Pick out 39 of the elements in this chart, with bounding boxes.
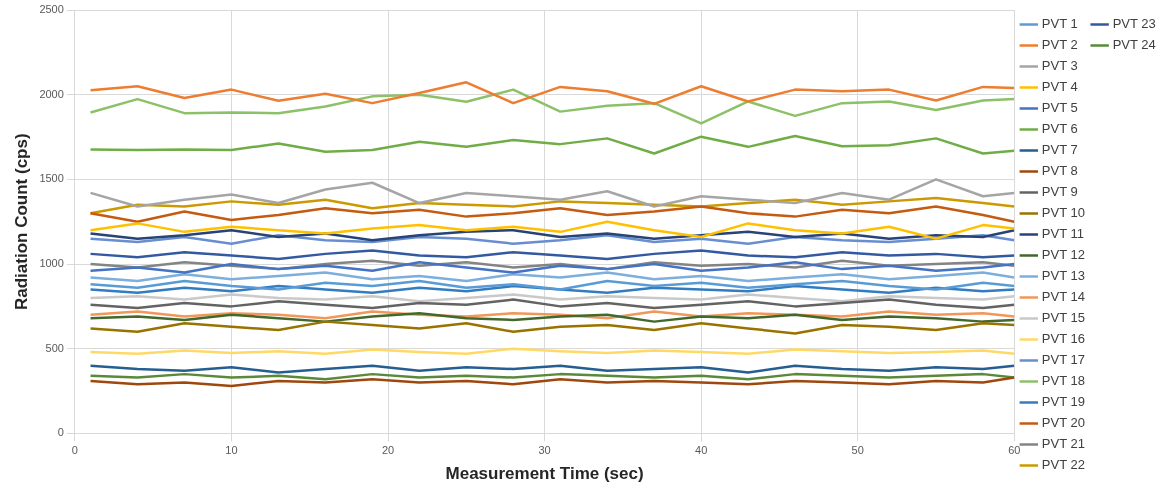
x-tick-label: 0 (71, 444, 78, 457)
x-axis-title: Measurement Time (sec) (445, 464, 644, 484)
legend-label: PVT 15 (1041, 310, 1085, 326)
y-tick-label: 1500 (39, 172, 64, 185)
legend-label: PVT 7 (1041, 142, 1078, 158)
legend-label: PVT 3 (1041, 58, 1078, 74)
legend-label: PVT 24 (1112, 37, 1156, 53)
legend-label: PVT 12 (1041, 247, 1085, 263)
legend-label: PVT 18 (1041, 373, 1085, 389)
legend-label: PVT 6 (1041, 121, 1078, 137)
legend-label: PVT 2 (1041, 37, 1078, 53)
x-tick-label: 40 (695, 444, 708, 457)
y-tick-label: 500 (45, 341, 64, 354)
legend-label: PVT 4 (1041, 79, 1078, 95)
legend-label: PVT 19 (1041, 394, 1085, 410)
legend-label: PVT 14 (1041, 289, 1085, 305)
y-tick-label: 1000 (39, 257, 64, 270)
y-tick-label: 0 (57, 426, 64, 439)
legend-label: PVT 23 (1112, 16, 1156, 32)
legend-label: PVT 17 (1041, 352, 1085, 368)
x-tick-label: 30 (538, 444, 551, 457)
y-axis-title: Radiation Count (cps) (11, 133, 31, 310)
y-tick-label: 2000 (39, 87, 64, 100)
legend-label: PVT 1 (1041, 16, 1078, 32)
legend-label: PVT 16 (1041, 331, 1085, 347)
legend-label: PVT 21 (1041, 436, 1085, 452)
x-tick-label: 50 (851, 444, 864, 457)
x-tick-label: 20 (381, 444, 395, 457)
legend-label: PVT 5 (1041, 100, 1078, 116)
legend-label: PVT 11 (1041, 226, 1084, 242)
x-tick-label: 60 (1008, 444, 1021, 457)
legend-label: PVT 8 (1041, 163, 1078, 179)
legend-label: PVT 13 (1041, 268, 1085, 284)
x-tick-label: 10 (225, 444, 238, 457)
legend-label: PVT 9 (1041, 184, 1078, 200)
legend-label: PVT 20 (1041, 415, 1085, 431)
legend-label: PVT 10 (1041, 205, 1085, 221)
legend-label: PVT 22 (1041, 457, 1085, 473)
y-tick-label: 2500 (39, 3, 64, 16)
